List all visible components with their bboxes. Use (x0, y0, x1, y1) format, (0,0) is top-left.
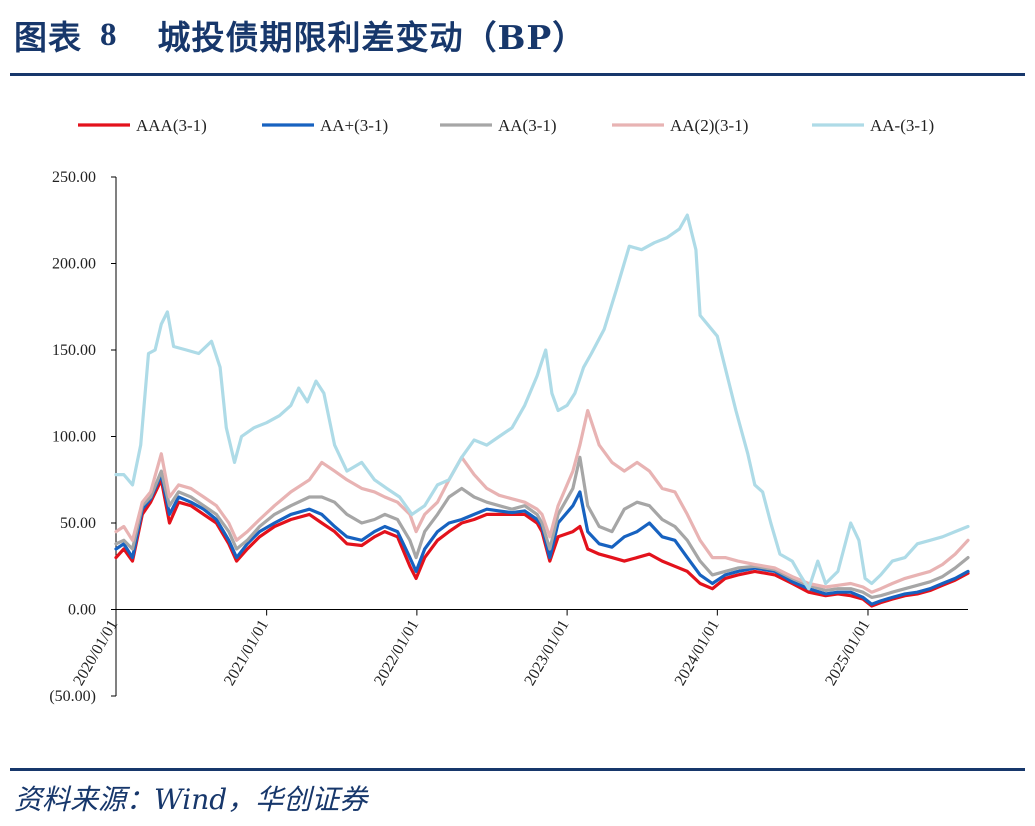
y-tick-label: 200.00 (52, 256, 96, 273)
legend-label: AA(3-1) (498, 116, 557, 135)
legend-label: AAA(3-1) (136, 116, 207, 135)
figure-label: 图表 (14, 18, 82, 57)
y-tick-label: 0.00 (68, 602, 96, 619)
source-note: 资料来源：Wind，华创证券 (14, 783, 368, 816)
x-tick-label: 2022/01/01 (371, 617, 422, 689)
header-rule (10, 73, 1025, 76)
figure-header: 图表 8 城投债期限利差变动（BP） (14, 12, 586, 58)
x-tick-label: 2020/01/01 (70, 617, 121, 689)
x-tick-label: 2021/01/01 (221, 617, 272, 689)
x-tick-label: 2024/01/01 (672, 617, 723, 689)
y-tick-label: 250.00 (52, 169, 96, 186)
series-line-3 (114, 455, 970, 599)
legend-label: AA-(3-1) (870, 116, 934, 135)
legend-label: AA+(3-1) (320, 116, 388, 135)
legend-label: AA(2)(3-1) (670, 116, 748, 135)
series-line-2 (114, 473, 970, 606)
y-tick-label: (50.00) (49, 688, 96, 705)
footer-rule (10, 768, 1025, 771)
y-tick-label: 50.00 (60, 515, 96, 532)
series-line-5 (114, 213, 970, 591)
figure-title: 城投债期限利差变动（BP） (157, 18, 587, 57)
x-tick-label: 2023/01/01 (521, 617, 572, 689)
series-line-4 (114, 408, 970, 594)
figure-number: 8 (100, 16, 118, 53)
y-tick-label: 100.00 (52, 429, 96, 446)
x-tick-label: 2025/01/01 (822, 617, 873, 689)
y-tick-label: 150.00 (52, 342, 96, 359)
